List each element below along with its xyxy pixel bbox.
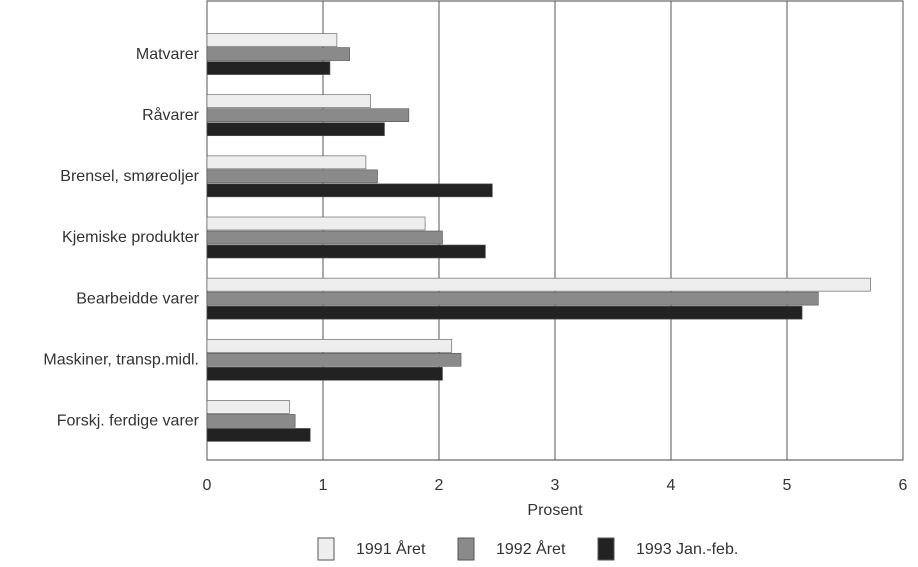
bar	[206, 61, 331, 75]
bar	[206, 428, 311, 442]
bar	[206, 414, 296, 428]
x-tick-label: 2	[435, 477, 444, 494]
x-tick-label: 6	[899, 477, 908, 494]
legend-swatch	[317, 537, 335, 561]
bar	[206, 277, 871, 292]
legend-label: 1992 Året	[496, 539, 566, 558]
legend-label: 1993 Jan.-feb.	[636, 541, 738, 558]
bar	[206, 155, 367, 170]
x-tick-label: 4	[667, 477, 676, 494]
y-tick-label: Brensel, smøreoljer	[60, 168, 199, 185]
bar	[206, 94, 371, 109]
x-tick-label: 0	[203, 477, 212, 494]
y-tick-label: Kjemiske produkter	[62, 229, 200, 246]
legend-swatch	[597, 537, 615, 561]
bar	[206, 366, 443, 381]
y-tick-label: Matvarer	[136, 46, 200, 63]
x-tick-label: 5	[783, 477, 792, 494]
bar	[206, 338, 453, 353]
y-tick-label: Råvarer	[142, 106, 200, 124]
bar	[206, 305, 803, 320]
y-tick-label: Bearbeidde varer	[76, 290, 199, 307]
y-tick-label: Forskj. ferdige varer	[57, 413, 200, 430]
bar	[206, 47, 350, 61]
bar	[206, 230, 443, 245]
bar	[206, 291, 819, 306]
x-tick-label: 3	[551, 477, 560, 494]
bar	[206, 122, 385, 137]
legend-label: 1991 Året	[356, 539, 426, 558]
bar	[206, 216, 426, 231]
x-tick-label: 1	[319, 477, 328, 494]
bar	[206, 108, 410, 123]
bar	[206, 33, 338, 47]
bar	[206, 169, 378, 184]
y-tick-label: Maskiner, transp.midl.	[43, 352, 199, 369]
bar	[206, 352, 462, 367]
bar	[206, 244, 486, 259]
bar	[206, 400, 290, 414]
legend-swatch	[457, 537, 475, 561]
x-axis-label: Prosent	[527, 502, 583, 519]
bar	[206, 183, 493, 198]
